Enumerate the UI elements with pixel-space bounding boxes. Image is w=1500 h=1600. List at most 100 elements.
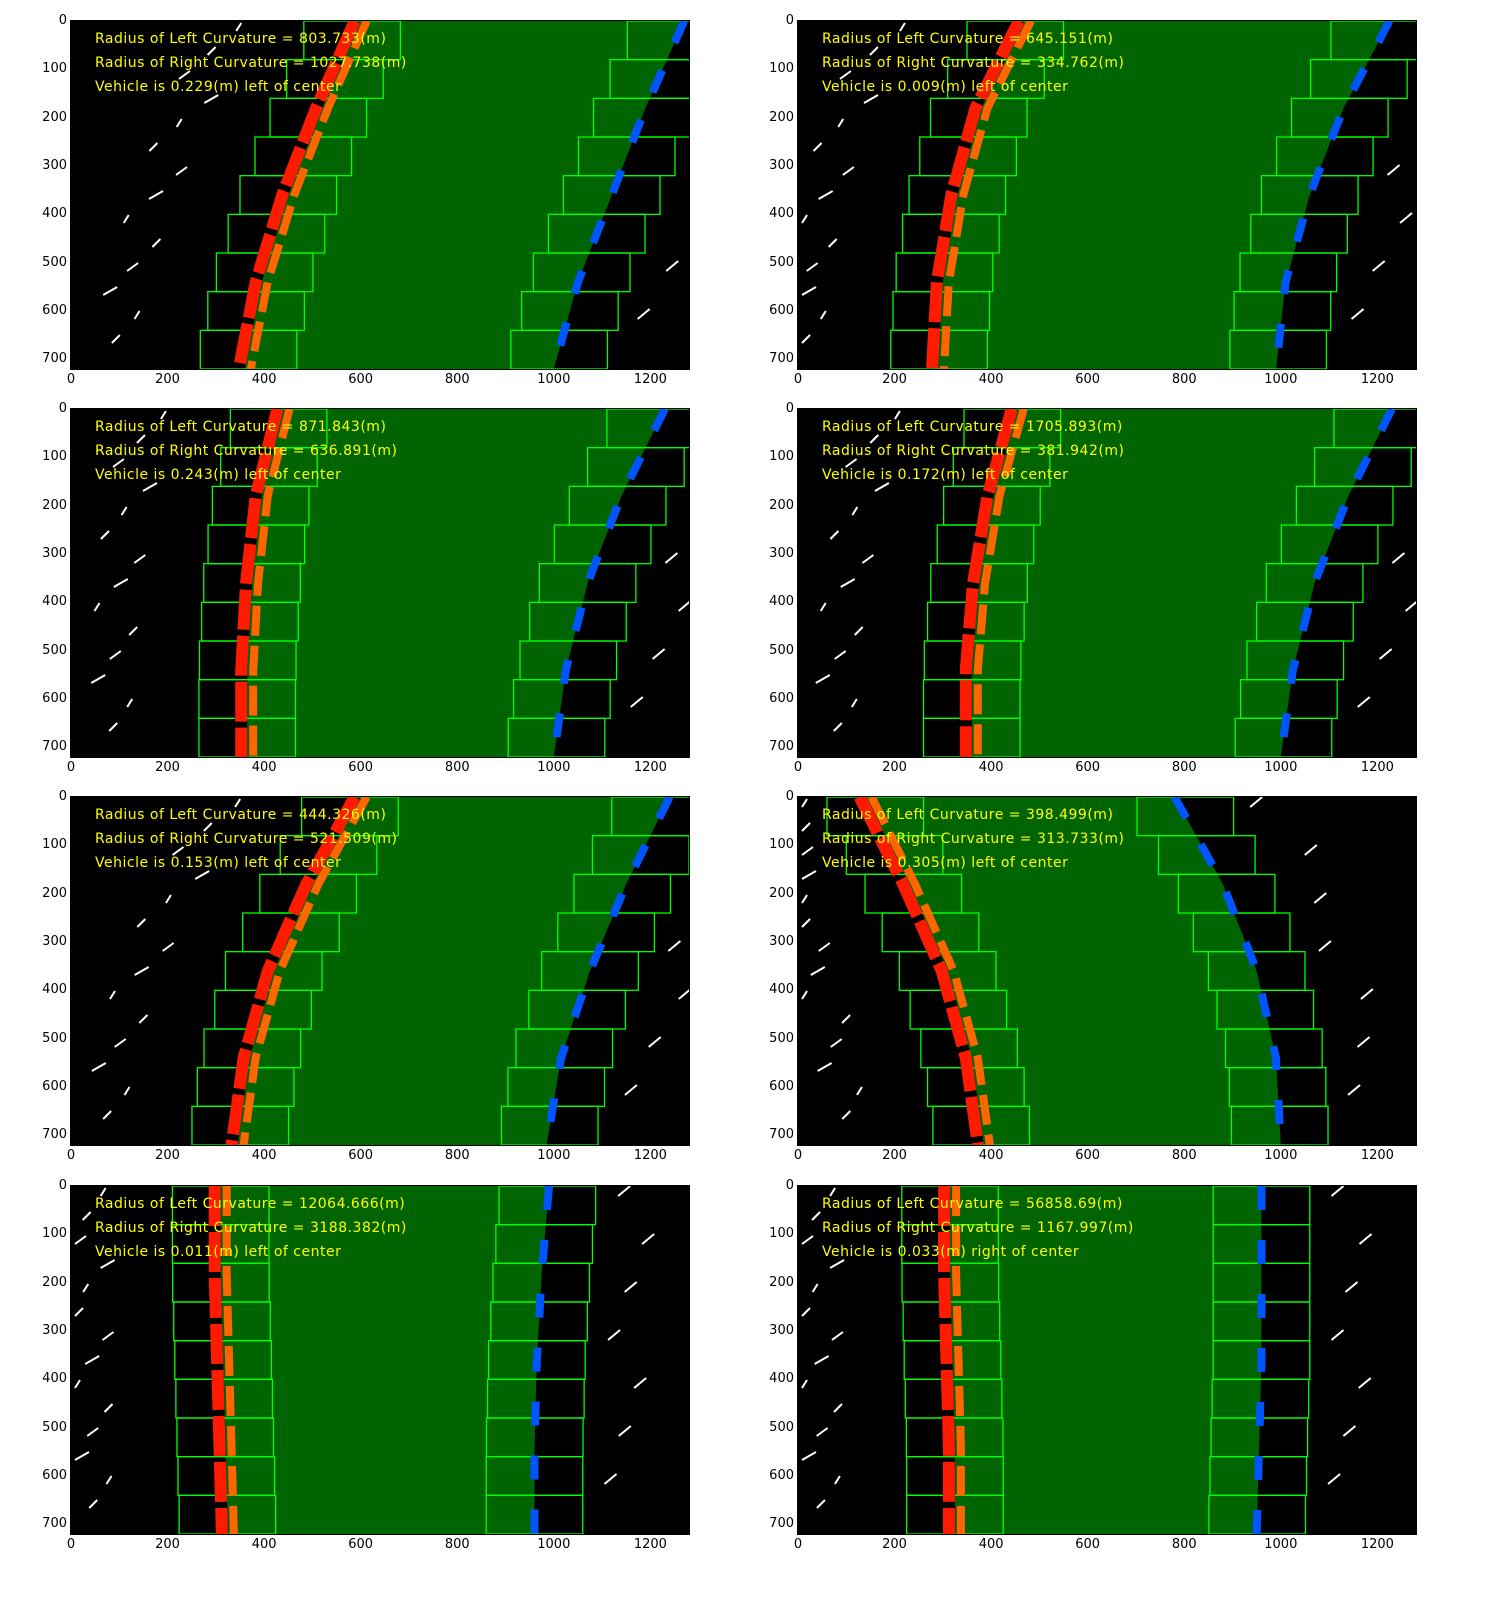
right-lane-pixels [1272,21,1393,369]
y-tick-label: 700 [769,1516,794,1532]
y-tick-label: 600 [769,1079,794,1094]
x-tick-label: 200 [882,1148,907,1163]
x-tick-label: 1200 [633,760,667,775]
annotation-line-2: Radius of Right Curvature = 3188.382(m) [95,1220,407,1236]
annotation-line-3: Vehicle is 0.243(m) left of center [95,467,342,483]
right-lane-pixels [1171,797,1285,1145]
x-tick-label: 0 [793,760,803,775]
annotation-line-1: Radius of Left Curvature = 803.733(m) [95,31,387,47]
sliding-windows [191,797,689,1145]
y-tick-label: 200 [42,109,67,125]
lane-area [971,409,1392,757]
y-tick-label: 200 [769,497,794,513]
y-tick-label: 400 [769,982,794,998]
y-tick-label: 300 [769,1323,794,1338]
x-tick-label: 0 [66,1148,76,1163]
x-tick-label: 1000 [537,760,571,775]
y-tick-label: 0 [785,13,794,28]
y-tick-label: 200 [42,1274,67,1290]
y-tick-label: 500 [42,254,67,270]
x-tick-label: 400 [978,372,1004,387]
lane-plot-4: Radius of Left Curvature = 1705.893(m) Ra… [797,408,1417,758]
y-tick-label: 0 [58,789,67,804]
binary-noise [90,410,689,732]
x-tick-label: 1000 [1264,1148,1298,1163]
x-tick-label: 600 [1075,1537,1101,1552]
x-tick-label: 200 [882,760,907,775]
x-tick-label: 800 [1171,1148,1197,1163]
x-tick-label: 200 [155,1148,180,1163]
annotation-line-3: Vehicle is 0.033(m) right of center [822,1244,1080,1260]
y-tick-label: 100 [769,61,794,77]
lane-image [90,409,689,757]
x-tick-label: 400 [978,760,1004,775]
y-tick-label: 600 [42,1079,67,1094]
y-tick-label: 700 [769,351,794,367]
left-lane-pixels [854,797,984,1145]
annotation-line-1: Radius of Left Curvature = 398.499(m) [822,807,1114,823]
left-lane-fit [239,797,371,1145]
x-tick-label: 800 [444,372,470,387]
y-tick-label: 100 [42,61,67,77]
left-lane-fit [868,797,994,1145]
x-tick-label: 200 [882,1537,907,1552]
left-lane-pixels [235,409,284,757]
sliding-windows [922,409,1416,757]
lane-plot-2: Radius of Left Curvature = 645.151(m) Rad… [797,20,1417,370]
x-tick-label: 400 [251,1537,277,1552]
right-lane-pixels [549,21,688,369]
y-tick-label: 0 [785,401,794,416]
y-tick-label: 200 [769,109,794,125]
lane-image [74,1186,655,1534]
annotation-line-2: Radius of Right Curvature = 334.762(m) [822,55,1125,71]
x-tick-label: 0 [66,760,76,775]
lane-area [950,1186,1262,1534]
lane-plot-7: Radius of Left Curvature = 12064.666(m) R… [70,1185,690,1535]
y-tick-label: 0 [785,1178,794,1193]
x-tick-label: 600 [348,1537,374,1552]
y-tick-label: 400 [42,206,67,222]
x-tick-label: 600 [1075,1148,1101,1163]
y-tick-label: 700 [769,1127,794,1143]
right-lane-pixels [1252,1186,1266,1534]
left-lane-fit [973,409,1028,757]
x-tick-label: 600 [348,760,374,775]
y-tick-label: 600 [769,691,794,706]
left-lane-fit [246,21,371,369]
annotation-line-3: Vehicle is 0.172(m) left of center [822,467,1069,483]
y-tick-label: 500 [42,1419,67,1435]
x-tick-label: 0 [66,1537,76,1552]
lane-plot-3: Radius of Left Curvature = 871.843(m) Rad… [70,408,690,758]
lane-plot-6: Radius of Left Curvature = 398.499(m) Rad… [797,796,1417,1146]
y-tick-label: 400 [42,1371,67,1387]
annotation-line-3: Vehicle is 0.009(m) left of center [822,79,1069,95]
y-tick-label: 700 [42,351,67,367]
left-lane-pixels [938,1186,955,1534]
lane-plot-5: Radius of Left Curvature = 444.326(m) Rad… [70,796,690,1146]
x-tick-label: 200 [882,372,907,387]
binary-noise [74,1186,655,1509]
lane-area [938,21,1390,369]
annotation-line-1: Radius of Left Curvature = 12064.666(m) [95,1196,406,1212]
x-tick-label: 800 [1171,760,1197,775]
lane-area [865,797,1281,1145]
right-lane-pixels [549,409,669,757]
binary-noise [102,22,679,344]
annotation-line-1: Radius of Left Curvature = 56858.69(m) [822,1196,1123,1212]
x-tick-label: 400 [978,1537,1004,1552]
x-tick-label: 600 [348,372,374,387]
annotation-line-2: Radius of Right Curvature = 381.942(m) [822,443,1125,459]
x-tick-label: 600 [1075,372,1101,387]
left-lane-pixels [926,21,1025,369]
right-lane-pixels [530,1186,553,1534]
x-tick-label: 800 [444,760,470,775]
annotation-line-2: Radius of Right Curvature = 1027.738(m) [95,55,407,71]
y-tick-label: 100 [769,837,794,853]
x-tick-label: 400 [251,372,277,387]
y-tick-label: 700 [42,1127,67,1143]
x-tick-label: 1000 [1264,760,1298,775]
x-tick-label: 1200 [1360,372,1394,387]
x-tick-label: 0 [66,372,76,387]
x-tick-label: 1200 [1360,1537,1394,1552]
